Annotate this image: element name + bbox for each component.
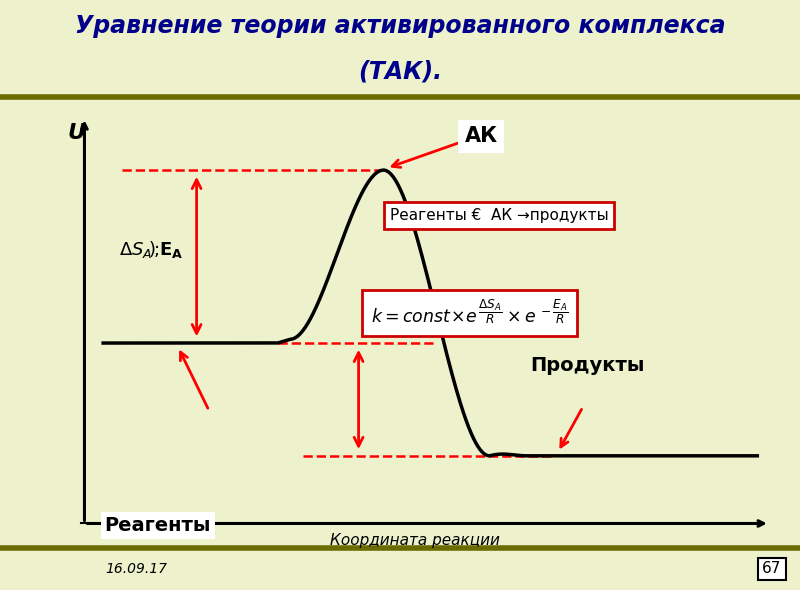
Text: Координата реакции: Координата реакции: [330, 533, 499, 548]
Text: Реагенты: Реагенты: [104, 516, 211, 535]
Text: АК: АК: [465, 126, 498, 146]
Text: $\Delta S_A\!\left.\right)\!$;$\mathbf{E_A}$: $\Delta S_A\!\left.\right)\!$;$\mathbf{E…: [118, 238, 183, 260]
Text: Уравнение теории активированного комплекса: Уравнение теории активированного комплек…: [74, 14, 726, 38]
Text: U: U: [68, 123, 86, 143]
Text: Продукты: Продукты: [530, 356, 645, 375]
Text: (ТАК).: (ТАК).: [358, 60, 442, 83]
Text: 67: 67: [762, 562, 782, 576]
Text: $k = const\!\times\! e^{\,\dfrac{\Delta S_A}{R}} \times e^{\,-\dfrac{E_A}{R}}$: $k = const\!\times\! e^{\,\dfrac{\Delta …: [371, 299, 569, 327]
Text: Реагенты €  АК →продукты: Реагенты € АК →продукты: [390, 208, 608, 222]
Text: 16.09.17: 16.09.17: [105, 562, 167, 576]
